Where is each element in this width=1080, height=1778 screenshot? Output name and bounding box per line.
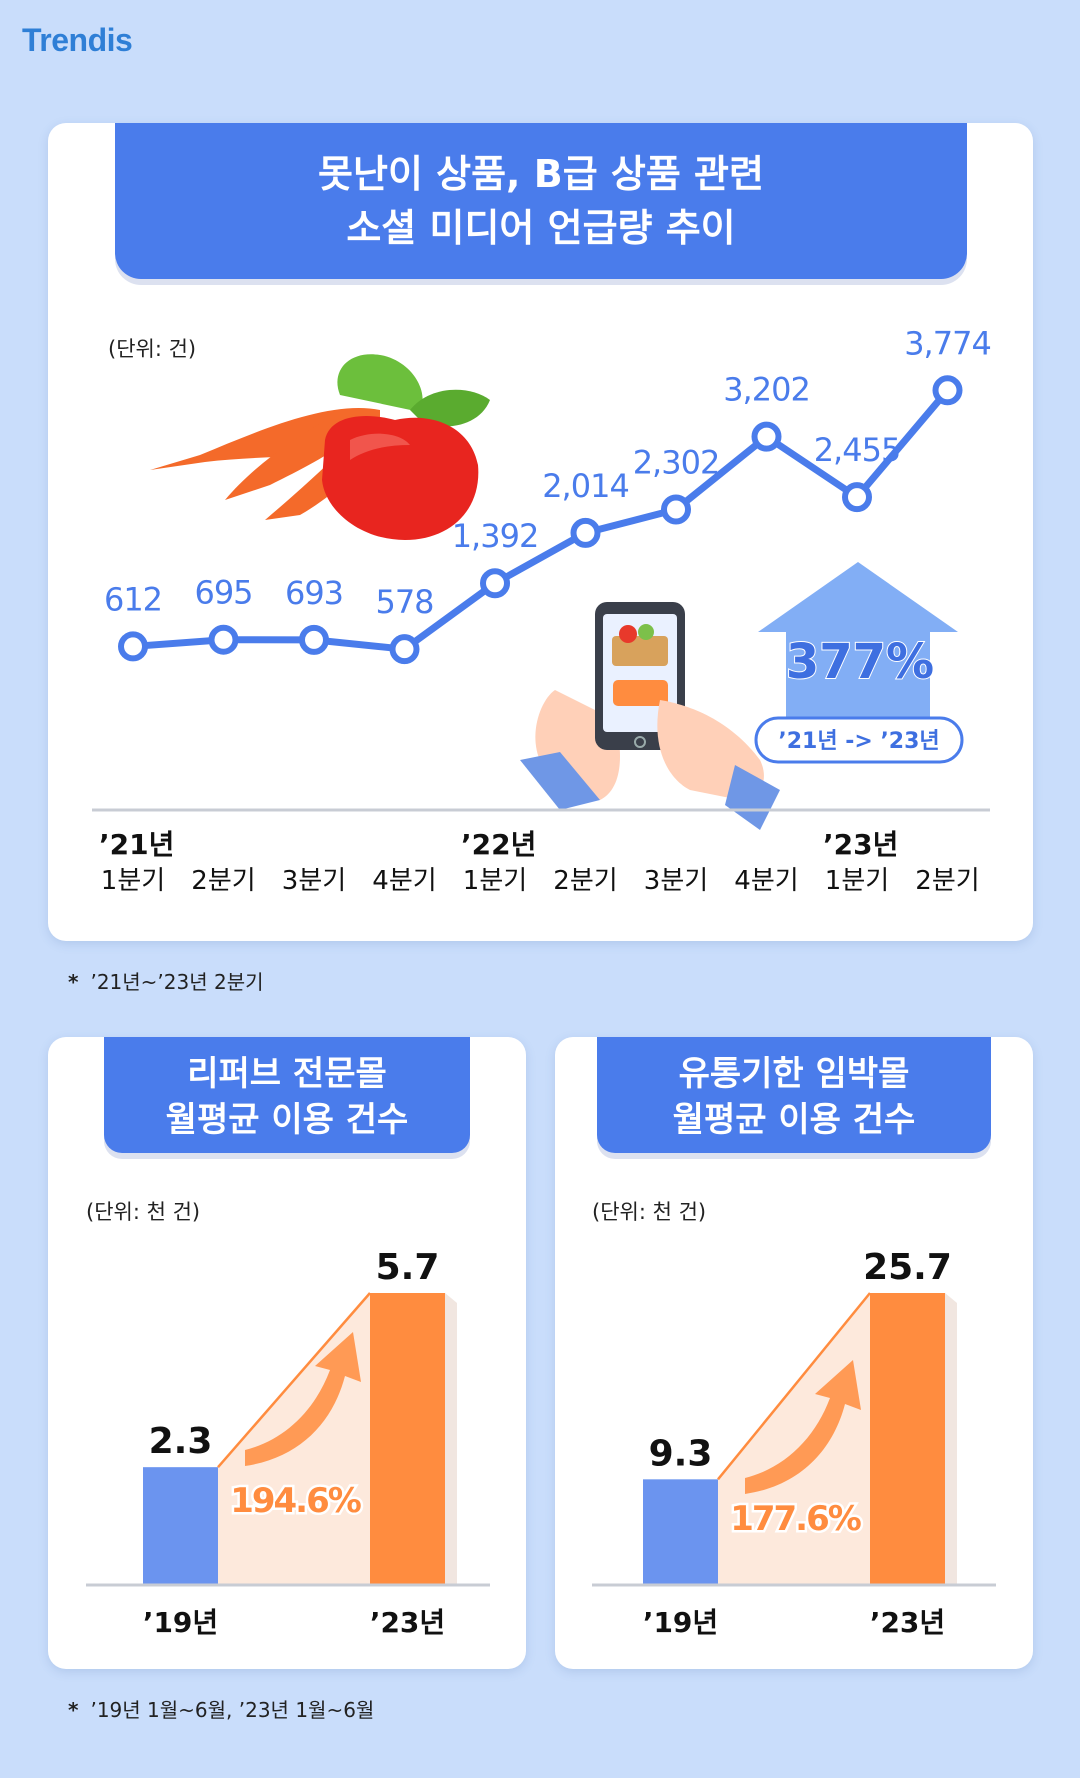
growth-connector xyxy=(717,1292,871,1481)
bar-value-label: 25.7 xyxy=(863,1247,952,1288)
main-line-chart: 377% ’21년 -> ’23년 612 695 693 578 1,3922,014… xyxy=(92,324,992,896)
near-expiry-title-line-1: 유통기한 임박몰 xyxy=(678,1054,910,1094)
x-tick-label: 3분기 xyxy=(282,866,346,896)
refurb-title-line-2: 월평균 이용 건수 xyxy=(165,1100,409,1140)
vegetables-illustration xyxy=(150,354,490,540)
near-expiry-title-line-2: 월평균 이용 건수 xyxy=(672,1100,916,1140)
near-expiry-chart-title-banner: 유통기한 임박몰 월평균 이용 건수 xyxy=(597,1037,991,1153)
x-tick-label: 1분기 xyxy=(101,866,165,896)
x-tick-label: 1분기 xyxy=(825,866,889,896)
data-label: 612 xyxy=(104,580,162,618)
x-tick-label: 4분기 xyxy=(372,866,436,896)
bar-category-label: ’19년 xyxy=(643,1606,718,1639)
growth-arrow-icon xyxy=(745,1360,861,1494)
main-chart-title-line-1: 못난이 상품, B급 상품 관련 xyxy=(318,152,764,196)
near-expiry-chart-unit: (단위: 천 건) xyxy=(592,1200,707,1224)
x-tick-label: 2분기 xyxy=(191,866,255,896)
main-chart-title-banner: 못난이 상품, B급 상품 관련 소셜 미디어 언급량 추이 xyxy=(115,123,967,279)
growth-arrow-icon xyxy=(245,1332,361,1466)
main-series-line xyxy=(132,388,951,653)
main-chart-footnote: * ’21년~’23년 2분기 xyxy=(68,966,264,995)
x-tick-label: 2분기 xyxy=(915,866,979,896)
growth-wedge xyxy=(718,1293,870,1585)
data-label: 578 xyxy=(375,583,433,621)
data-label: 3,202 xyxy=(723,371,810,409)
data-label: 1,392 xyxy=(452,517,539,555)
x-year-label: ’21년 xyxy=(99,828,174,861)
x-tick-label: 1분기 xyxy=(463,866,527,896)
logo-text: Trendis xyxy=(22,22,133,58)
data-label: 2,302 xyxy=(633,444,720,482)
x-tick-label: 3분기 xyxy=(644,866,708,896)
bar-value-label: 9.3 xyxy=(649,1433,713,1474)
growth-badge-value: 377% xyxy=(786,634,934,690)
data-point xyxy=(389,634,420,665)
x-year-label: ’23년 xyxy=(823,828,898,861)
data-point xyxy=(570,517,601,548)
bar-shadow xyxy=(945,1293,957,1585)
phone-hand-illustration xyxy=(520,602,780,830)
data-point xyxy=(299,624,329,655)
bar-category-label: ’23년 xyxy=(870,1606,945,1639)
refurb-chart-title-banner: 리퍼브 전문몰 월평균 이용 건수 xyxy=(104,1037,470,1153)
x-year-label: ’22년 xyxy=(461,828,536,861)
bar-category-label: ’23년 xyxy=(370,1606,445,1639)
growth-connector xyxy=(217,1292,371,1468)
bar-2023 xyxy=(370,1293,445,1585)
data-point xyxy=(118,631,148,662)
main-chart-title-line-2: 소셜 미디어 언급량 추이 xyxy=(346,206,736,250)
growth-badge-period-pill xyxy=(754,716,964,764)
growth-badge-period: ’21년 -> ’23년 xyxy=(778,729,939,754)
near-expiry-bar-chart: 9.3 25.7 ’19년 ’23년 177.6% xyxy=(592,1247,996,1639)
data-label: 693 xyxy=(285,574,343,612)
trendis-logo: Trendis xyxy=(22,22,133,59)
footnote-asterisk: * xyxy=(68,970,79,994)
data-label: 2,014 xyxy=(542,467,629,505)
footnote-text: ’21년~’23년 2분기 xyxy=(90,970,264,994)
refurb-bar-chart: 2.3 5.7 ’19년 ’23년 194.6% xyxy=(86,1247,490,1639)
x-tick-label: 2분기 xyxy=(553,866,617,896)
data-label: 2,455 xyxy=(814,431,901,469)
bar-2019 xyxy=(143,1467,218,1585)
growth-percent: 194.6% xyxy=(230,1481,361,1521)
data-point xyxy=(208,624,239,655)
refurb-title-line-1: 리퍼브 전문몰 xyxy=(187,1054,387,1094)
data-point xyxy=(842,482,872,513)
x-tick-label: 4분기 xyxy=(734,866,798,896)
data-label: 695 xyxy=(194,574,252,612)
data-point xyxy=(661,494,691,525)
growth-percent: 177.6% xyxy=(730,1499,861,1539)
data-point xyxy=(932,375,963,406)
bottom-footnote-text: ’19년 1월~6월, ’23년 1월~6월 xyxy=(90,1698,375,1722)
main-chart-unit: (단위: 건) xyxy=(108,337,197,361)
bar-2019 xyxy=(643,1479,718,1585)
bar-2023 xyxy=(870,1293,945,1585)
main-line-points xyxy=(118,375,963,665)
main-line-series xyxy=(132,388,951,653)
bottom-footnote: * ’19년 1월~6월, ’23년 1월~6월 xyxy=(68,1694,374,1723)
refurb-chart-unit: (단위: 천 건) xyxy=(86,1200,201,1224)
bar-shadow xyxy=(445,1293,457,1585)
growth-arrow-icon xyxy=(758,562,958,720)
data-label: 3,774 xyxy=(904,324,991,362)
main-x-tick-labels: 1분기 2분기 3분기 4분기 1분기 2분기 3분기 4분기 1분기 2분기 ’21년 ’22년 ’2… xyxy=(99,828,980,896)
bar-category-label: ’19년 xyxy=(143,1606,218,1639)
bar-value-label: 2.3 xyxy=(149,1421,213,1462)
data-point xyxy=(751,421,782,452)
bar-value-label: 5.7 xyxy=(376,1247,440,1288)
data-point xyxy=(480,568,510,599)
bottom-footnote-asterisk: * xyxy=(68,1698,79,1722)
